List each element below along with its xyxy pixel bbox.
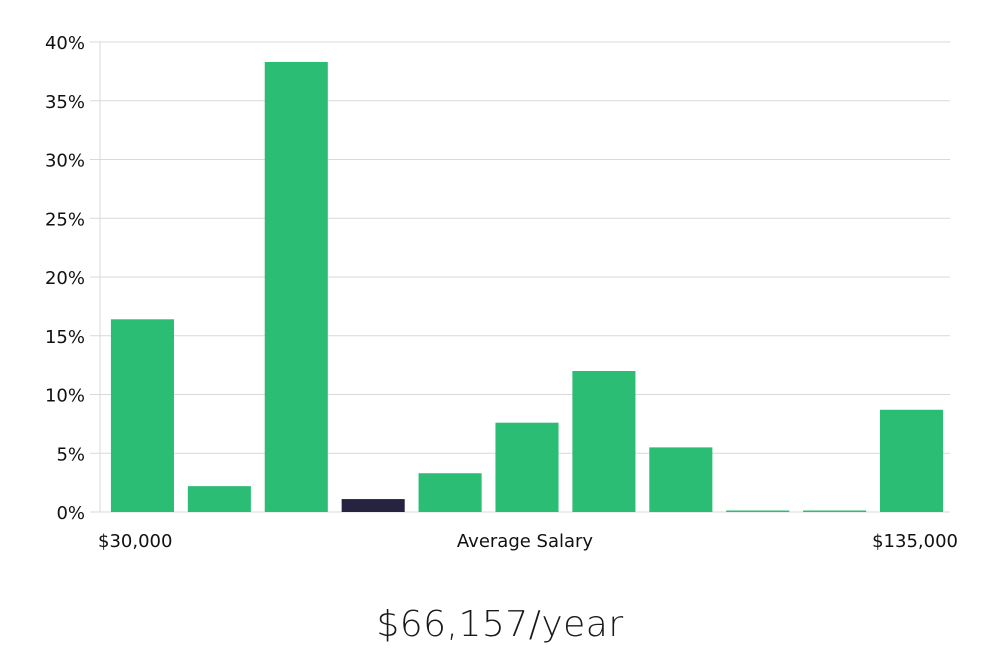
x-label-min: $30,000 xyxy=(98,531,172,552)
y-tick-label: 0% xyxy=(56,503,85,524)
average-salary-headline: $66,157/year xyxy=(376,604,624,645)
y-tick-label: 15% xyxy=(45,327,85,348)
y-tick-label: 10% xyxy=(45,386,85,407)
bar xyxy=(187,486,251,512)
bar xyxy=(803,510,867,512)
bar xyxy=(495,422,559,512)
y-tick-label: 20% xyxy=(45,268,85,289)
bar xyxy=(880,409,944,512)
salary-distribution-chart: 0% 5% 10% 15% 20% 25% 30% 35% 40% $30,000 Averag… xyxy=(45,33,958,552)
y-tick-label: 40% xyxy=(45,33,85,54)
y-tick-label: 5% xyxy=(56,444,85,465)
x-label-center: Average Salary xyxy=(457,531,594,552)
bar xyxy=(572,371,636,512)
y-axis-tick-labels: 0% 5% 10% 15% 20% 25% 30% 35% 40% xyxy=(45,33,85,524)
bar-highlighted xyxy=(341,499,405,512)
grid-lines xyxy=(90,41,950,513)
bar xyxy=(726,510,790,512)
bar xyxy=(418,473,482,512)
x-label-max: $135,000 xyxy=(872,531,958,552)
bar xyxy=(110,319,174,512)
y-tick-label: 30% xyxy=(45,151,85,172)
x-axis-labels: $30,000 Average Salary $135,000 xyxy=(98,531,958,552)
y-tick-label: 25% xyxy=(45,209,85,230)
bar xyxy=(264,61,328,512)
y-tick-label: 35% xyxy=(45,92,85,113)
bars xyxy=(110,61,944,513)
bar xyxy=(649,447,713,513)
